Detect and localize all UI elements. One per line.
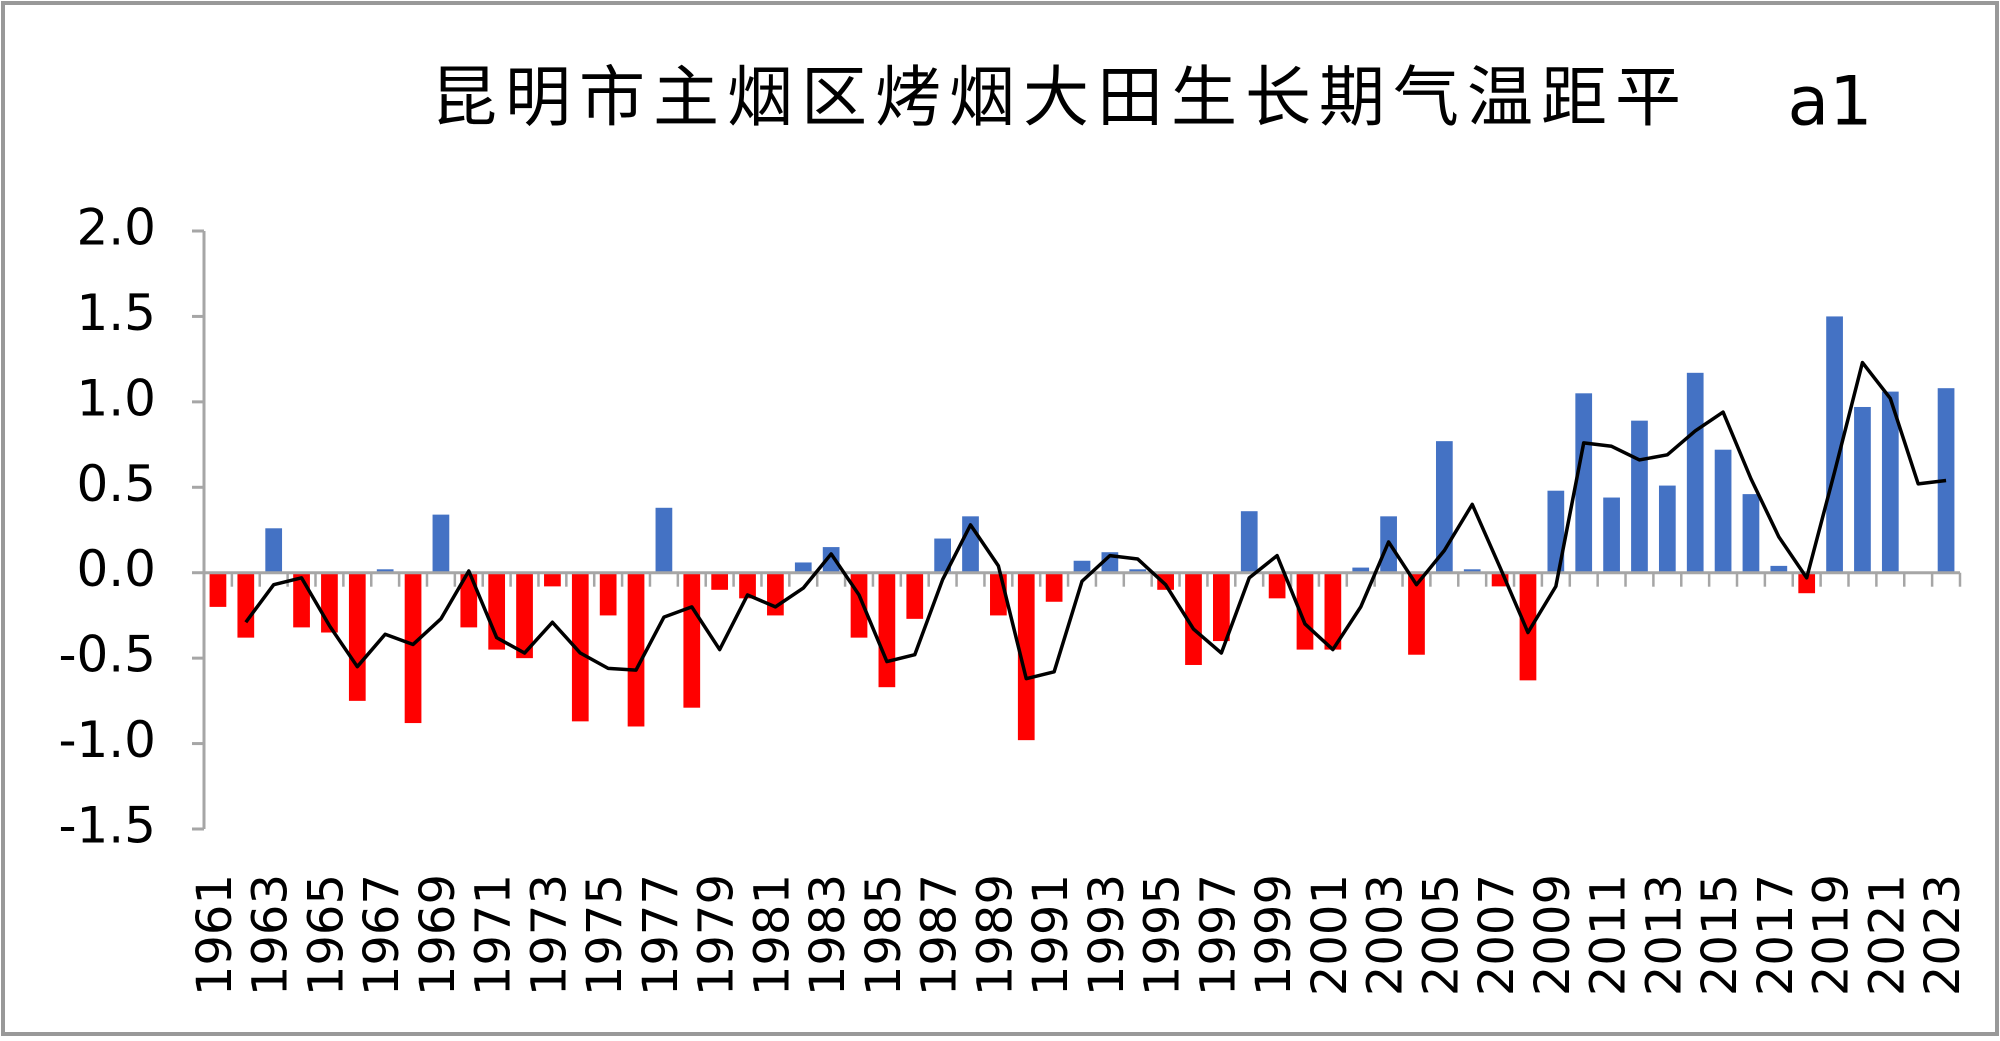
bar [683, 572, 701, 708]
x-tick-label: 1979 [689, 874, 745, 996]
bar [794, 562, 812, 573]
bar [1603, 497, 1620, 573]
bar [348, 572, 366, 701]
bar [1073, 560, 1091, 573]
x-tick-label: 2007 [1469, 874, 1525, 996]
bar [1408, 572, 1425, 655]
bar [1770, 565, 1788, 573]
bar [1742, 494, 1760, 573]
x-tick-label: 1965 [298, 874, 354, 996]
bar [460, 572, 478, 628]
bar [1213, 572, 1230, 642]
bar [432, 514, 450, 573]
y-tick-label: -0.5 [58, 626, 156, 684]
bar [1240, 511, 1258, 573]
bar [934, 538, 951, 573]
y-tick-label: 0.5 [76, 455, 156, 513]
bar [878, 572, 896, 688]
x-tick-label: 2015 [1692, 874, 1748, 996]
x-tick-label: 1961 [187, 874, 243, 996]
x-tick-label: 1987 [912, 874, 968, 996]
x-tick-label: 1995 [1135, 874, 1191, 996]
bar [1519, 572, 1537, 681]
x-tick-label: 1975 [577, 874, 633, 996]
bar [1575, 393, 1593, 573]
x-tick-label: 1999 [1246, 874, 1302, 996]
bar [1881, 391, 1899, 573]
x-tick-label: 1993 [1079, 874, 1135, 996]
bar [1826, 316, 1843, 573]
panel-label: a1 [1788, 63, 1873, 142]
x-tick-label: 1991 [1023, 874, 1079, 996]
trend-line [244, 360, 1947, 681]
x-tick-label: 1963 [243, 874, 299, 996]
bar [599, 572, 617, 616]
x-tick-label: 2017 [1748, 874, 1804, 996]
bar [1658, 485, 1676, 573]
x-tick-label: 2005 [1413, 874, 1469, 996]
bar [655, 507, 673, 573]
bar [822, 547, 840, 573]
bar [404, 572, 422, 724]
bar [1185, 572, 1202, 665]
y-tick-label: 1.5 [76, 284, 156, 342]
bar [1631, 420, 1648, 573]
bar [627, 572, 645, 727]
y-tick-label: 2.0 [76, 199, 156, 257]
bar [376, 569, 394, 573]
x-tick-label: 1985 [856, 874, 912, 996]
x-tick-label: 2001 [1302, 874, 1358, 996]
bar [237, 572, 255, 638]
x-tick-label: 1977 [633, 874, 689, 996]
bar [1547, 490, 1565, 573]
bar [1296, 572, 1314, 650]
bar [209, 572, 227, 607]
y-tick-label: -1.5 [58, 797, 156, 855]
bar [906, 572, 924, 619]
bar [1435, 441, 1453, 573]
bar [711, 572, 729, 590]
x-tick-label: 2021 [1859, 874, 1915, 996]
y-tick-label: -1.0 [58, 711, 156, 769]
chart-title: 昆明市主烟区烤烟大田生长期气温距平 [431, 59, 1689, 136]
x-tick-label: 1997 [1190, 874, 1246, 996]
x-tick-label: 2011 [1581, 874, 1637, 996]
x-tick-label: 1971 [466, 874, 522, 996]
x-tick-label: 2023 [1915, 874, 1971, 996]
x-tick-label: 2009 [1525, 874, 1581, 996]
bar [1268, 572, 1286, 599]
bar [1157, 572, 1174, 590]
bar [1352, 567, 1370, 573]
x-tick-label: 1973 [521, 874, 577, 996]
bar [767, 572, 784, 616]
x-tick-label: 1981 [744, 874, 800, 996]
y-tick-label: 0.0 [76, 540, 156, 598]
bar [739, 572, 756, 599]
x-tick-label: 1989 [967, 874, 1023, 996]
x-tick-label: 2003 [1358, 874, 1414, 996]
bar [1714, 449, 1732, 573]
bar [544, 572, 561, 587]
bar [1854, 406, 1871, 573]
bar [516, 572, 533, 659]
bar [1017, 572, 1035, 741]
x-tick-label: 2019 [1804, 874, 1860, 996]
bar [1798, 572, 1816, 594]
bar [1045, 572, 1063, 602]
bar [571, 572, 589, 722]
bar [1129, 569, 1147, 573]
x-tick-label: 2013 [1636, 874, 1692, 996]
bar [265, 528, 283, 573]
x-tick-label: 1983 [800, 874, 856, 996]
bar [1686, 372, 1704, 573]
x-tick-label: 1967 [354, 874, 410, 996]
y-tick-label: 1.0 [76, 369, 156, 427]
x-tick-label: 1969 [410, 874, 466, 996]
bar [1324, 572, 1342, 650]
bar [1463, 569, 1481, 573]
